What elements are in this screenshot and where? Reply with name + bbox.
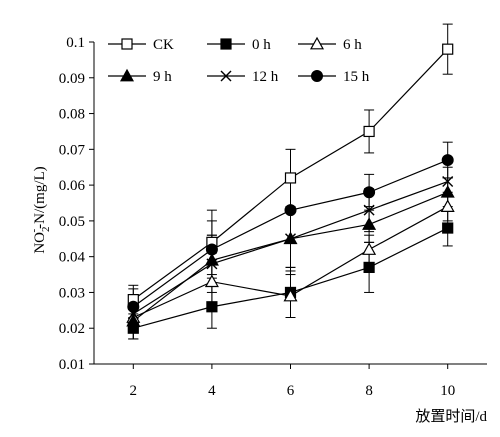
data-point (284, 172, 297, 184)
y-tick-label: 0.07 (59, 142, 86, 158)
legend-item: CK (108, 37, 174, 53)
legend-item: 15 h (298, 69, 370, 85)
y-tick-label: 0.1 (66, 35, 85, 51)
legend-label: 9 h (153, 69, 172, 85)
x-marker-stroke (442, 176, 454, 188)
y-tick-label: 0.03 (59, 285, 85, 301)
data-point (362, 242, 377, 255)
legend: CK 0 h 6 h 9 h 12 h 15 h (108, 36, 370, 85)
legend-marker (119, 68, 135, 82)
legend-item: 6 h (298, 36, 362, 53)
data-point (284, 204, 297, 217)
data-point (206, 301, 218, 313)
legend-marker (309, 36, 325, 50)
data-point (362, 217, 377, 230)
y-tick-label: 0.02 (59, 321, 85, 337)
data-point (441, 154, 454, 167)
axes: 0.01 0.02 0.03 0.04 0.05 0.06 0.07 0.08 0.09 0.1 2… (59, 35, 487, 399)
data-point (363, 261, 375, 273)
data-point (363, 125, 375, 138)
y-tick-label: 0.01 (59, 357, 85, 373)
x-marker-stroke (206, 258, 218, 270)
y-axis-title-tail: -N/(mg/L) (32, 166, 48, 228)
legend-label: 0 h (252, 37, 271, 53)
legend-marker (311, 70, 323, 82)
data-point (126, 313, 141, 327)
y-axis-title: NO2--N/(mg/L) (28, 166, 52, 253)
data-point (440, 185, 455, 198)
data-point (442, 43, 454, 55)
x-tick-label: 6 (287, 383, 295, 399)
x-marker-stroke (285, 233, 296, 245)
data-point (206, 258, 218, 270)
data-point (442, 222, 454, 234)
markers-layer (126, 43, 455, 334)
data-point (440, 199, 455, 212)
data-point (204, 274, 219, 288)
y-tick-label: 0.05 (59, 214, 85, 230)
x-axis-title: 放置时间/d (415, 408, 487, 425)
legend-item: 9 h (108, 68, 172, 85)
y-axis-title-main: NO (32, 232, 48, 254)
data-point (204, 253, 219, 266)
x-tick-label: 4 (208, 383, 216, 399)
y-axis-title-sub: 2 (40, 226, 52, 232)
y-tick-label: 0.08 (59, 107, 85, 123)
x-marker-stroke (363, 204, 375, 216)
legend-item: 0 h (207, 37, 271, 53)
data-point (442, 176, 454, 188)
y-tick-label: 0.09 (59, 71, 85, 87)
data-point (285, 233, 296, 245)
data-point (363, 204, 375, 216)
x-tick-label: 10 (440, 383, 455, 399)
legend-label: 12 h (252, 69, 279, 85)
x-tick-label: 2 (130, 383, 138, 399)
data-point (363, 186, 376, 199)
legend-label: CK (153, 37, 174, 53)
x-marker-stroke (220, 70, 232, 82)
x-tick-label: 8 (365, 383, 373, 399)
data-point (205, 243, 218, 256)
y-tick-label: 0.06 (59, 178, 86, 194)
legend-marker (220, 70, 232, 82)
y-tick-label: 0.04 (59, 250, 86, 266)
legend-marker (220, 38, 232, 50)
y-axis-title-sup: - (28, 228, 40, 232)
legend-item: 12 h (207, 69, 279, 85)
legend-label: 6 h (343, 37, 362, 53)
legend-marker (121, 38, 133, 50)
data-point (127, 300, 140, 313)
data-point (283, 288, 298, 302)
legend-label: 15 h (343, 69, 370, 85)
